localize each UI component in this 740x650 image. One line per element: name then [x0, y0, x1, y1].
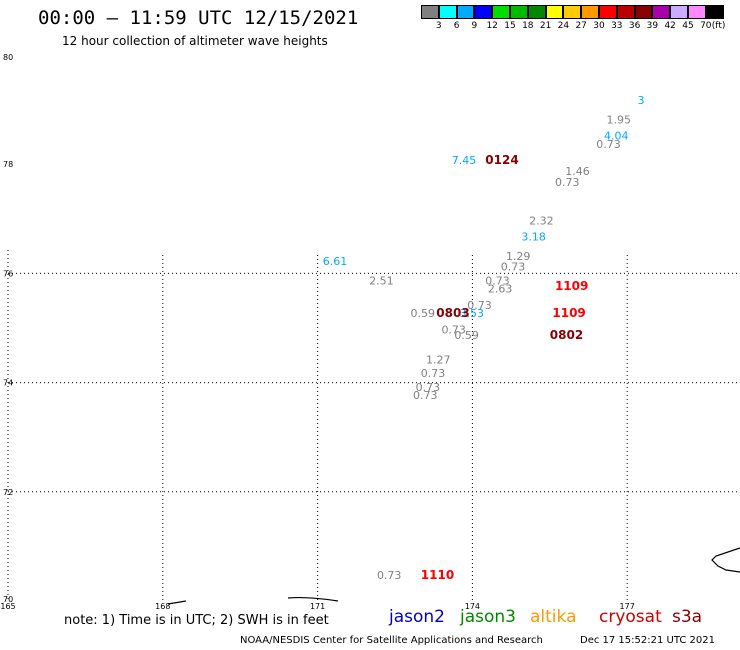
lat-tick-label: 80	[3, 53, 13, 62]
footer-note: note: 1) Time is in UTC; 2) SWH is in fe…	[64, 613, 329, 628]
wave-height-label: 1.27	[426, 353, 451, 366]
wave-height-label: 0.73	[421, 367, 446, 380]
legend-swatch	[616, 5, 635, 19]
pass-time-label: 1109	[552, 306, 585, 320]
wave-height-label: 2.51	[369, 274, 394, 287]
lat-tick-label: 76	[3, 269, 13, 278]
wave-height-label: 4.04	[604, 130, 629, 143]
legend-swatches	[421, 5, 740, 19]
wave-height-label: 0.73	[416, 381, 441, 394]
coastline	[167, 547, 740, 605]
mission-label-jason2: jason2	[389, 607, 445, 627]
wave-height-label: 0.73	[377, 569, 402, 582]
legend-label: 24	[557, 21, 570, 31]
legend-label: 6	[453, 21, 460, 31]
wave-height-label: 0.73	[596, 138, 621, 151]
legend-label: 3	[435, 21, 442, 31]
lat-tick-label: 74	[3, 379, 13, 388]
legend-label: 30	[593, 21, 605, 31]
legend-swatch	[598, 5, 617, 19]
legend-unit: (ft)	[711, 21, 726, 31]
legend-swatch	[545, 5, 564, 19]
wave-height-label: 0.73	[441, 323, 466, 336]
legend-label: 36	[628, 21, 641, 31]
legend-labels: 3 6 9 12 15 18 21 24 27 30 33 36 39 42 45 70 (ft)	[421, 19, 740, 31]
pass-time-label: 0124	[485, 153, 518, 167]
wave-height-label: 3.18	[521, 231, 546, 244]
lon-tick-label: 174	[465, 602, 480, 611]
legend-swatch	[652, 5, 671, 19]
legend-swatch	[492, 5, 510, 19]
pass-time-label: 1109	[555, 279, 588, 293]
wave-height-label: 0.73	[501, 261, 526, 274]
wave-height-label: 2.63	[488, 283, 513, 296]
wave-height-label: 1.29	[506, 250, 531, 263]
map-subtitle: 12 hour collection of altimeter wave hei…	[62, 34, 328, 48]
legend-swatch	[509, 5, 528, 19]
legend-swatch	[634, 5, 653, 19]
wave-height-label: 0.73	[485, 274, 510, 287]
lon-tick-label: 165	[0, 602, 15, 611]
legend-label: 15	[504, 21, 516, 31]
wave-height-label: 7.45	[452, 154, 477, 167]
legend-label: 12	[486, 21, 498, 31]
legend-label: 18	[522, 21, 534, 31]
legend-swatch	[456, 5, 475, 19]
pass-time-label: 0803	[436, 306, 469, 320]
legend-swatch	[438, 5, 457, 19]
legend-swatch	[705, 5, 724, 19]
mission-label-jason3: jason3	[460, 607, 516, 627]
wave-height-label: 3	[638, 94, 645, 107]
lat-tick-label: 70	[3, 595, 13, 604]
legend-swatch	[670, 5, 688, 19]
coastline-south	[167, 597, 339, 605]
legend-label: 39	[646, 21, 659, 31]
legend-label: 33	[611, 21, 623, 31]
wave-height-label: 1.46	[565, 165, 590, 178]
legend-swatch	[527, 5, 546, 19]
legend-swatch	[474, 5, 493, 19]
lat-tick-label: 78	[3, 160, 13, 169]
wave-height-label: 0.59	[410, 307, 435, 320]
map-title: 00:00 – 11:59 UTC 12/15/2021	[38, 7, 359, 29]
wave-height-label: 6.61	[323, 255, 348, 268]
wave-height-label: 0.73	[555, 176, 580, 189]
wave-height-label: 0.59	[454, 329, 479, 342]
mission-label-altika: altika	[530, 607, 577, 627]
lat-tick-label: 72	[3, 488, 13, 497]
lon-tick-label: 171	[310, 602, 325, 611]
observations-layer: 31.954.040.737.451.460.732.323.186.61 1.2…	[323, 94, 645, 582]
wave-height-label: 0.73	[467, 299, 492, 312]
legend-swatch	[421, 5, 439, 19]
legend-swatch	[687, 5, 706, 19]
lon-tick-label: 168	[155, 602, 170, 611]
pass-time-label: 1110	[421, 568, 454, 582]
lon-tick-label: 177	[620, 602, 635, 611]
lat-lon-grid	[7, 250, 738, 600]
wave-height-label: 2.32	[529, 214, 554, 227]
mission-label-cryosat: cryosat	[599, 607, 662, 627]
legend-label: 45	[682, 21, 694, 31]
legend-swatch	[581, 5, 599, 19]
wave-height-label: 1.95	[607, 113, 632, 126]
footer-credit: NOAA/NESDIS Center for Satellite Applica…	[240, 635, 543, 646]
legend-label: 27	[575, 21, 587, 31]
legend-label: 9	[471, 21, 478, 31]
legend-label: 21	[539, 21, 552, 31]
mission-label-s3a: s3a	[672, 607, 703, 627]
legend-swatch	[563, 5, 582, 19]
coastline-east-island	[711, 547, 740, 573]
wave-height-label: 3.53	[460, 307, 485, 320]
wave-height-label: 0.73	[413, 389, 438, 402]
legend-label: 42	[664, 21, 676, 31]
footer-generated-date: Dec 17 15:52:21 UTC 2021	[580, 635, 715, 646]
legend-label: 70	[700, 21, 712, 31]
pass-time-label: 0802	[550, 328, 583, 342]
color-legend: 3 6 9 12 15 18 21 24 27 30 33 36 39 42 45 70 (ft)	[421, 5, 740, 31]
